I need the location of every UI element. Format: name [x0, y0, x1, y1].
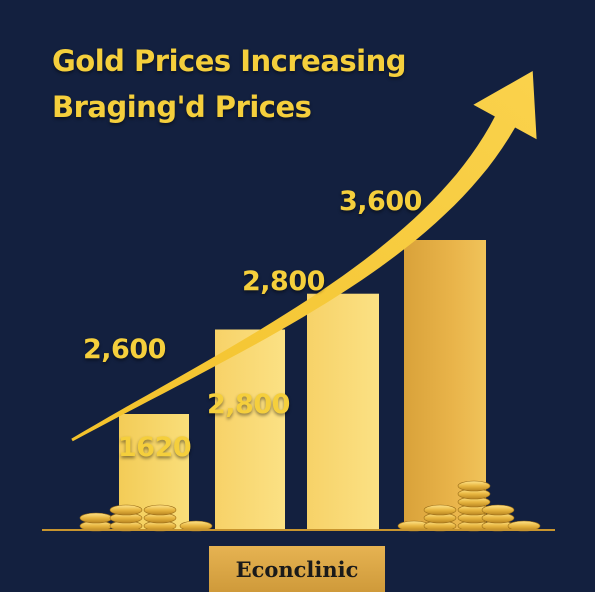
trend-label-1: 2,600: [83, 334, 166, 365]
bar-3: [307, 293, 379, 530]
chart-title-line-1: Gold Prices Increasing: [52, 44, 407, 78]
bar-label-1: 1620: [118, 432, 192, 463]
coin: [457, 480, 491, 492]
bar-label-2: 2,800: [207, 389, 290, 420]
trend-arrow: [71, 71, 537, 442]
coin: [481, 504, 515, 516]
trend-label-3: 3,600: [339, 186, 422, 217]
coin: [423, 504, 457, 516]
brand-label: Econclinic: [235, 556, 359, 582]
chart-title-line-2: Braging'd Prices: [52, 90, 312, 124]
coin: [79, 512, 113, 524]
trend-label-2: 2,800: [242, 266, 325, 297]
coin: [109, 504, 143, 516]
bar-2: [215, 329, 285, 530]
coin: [143, 504, 177, 516]
brand-badge: Econclinic: [209, 546, 385, 592]
